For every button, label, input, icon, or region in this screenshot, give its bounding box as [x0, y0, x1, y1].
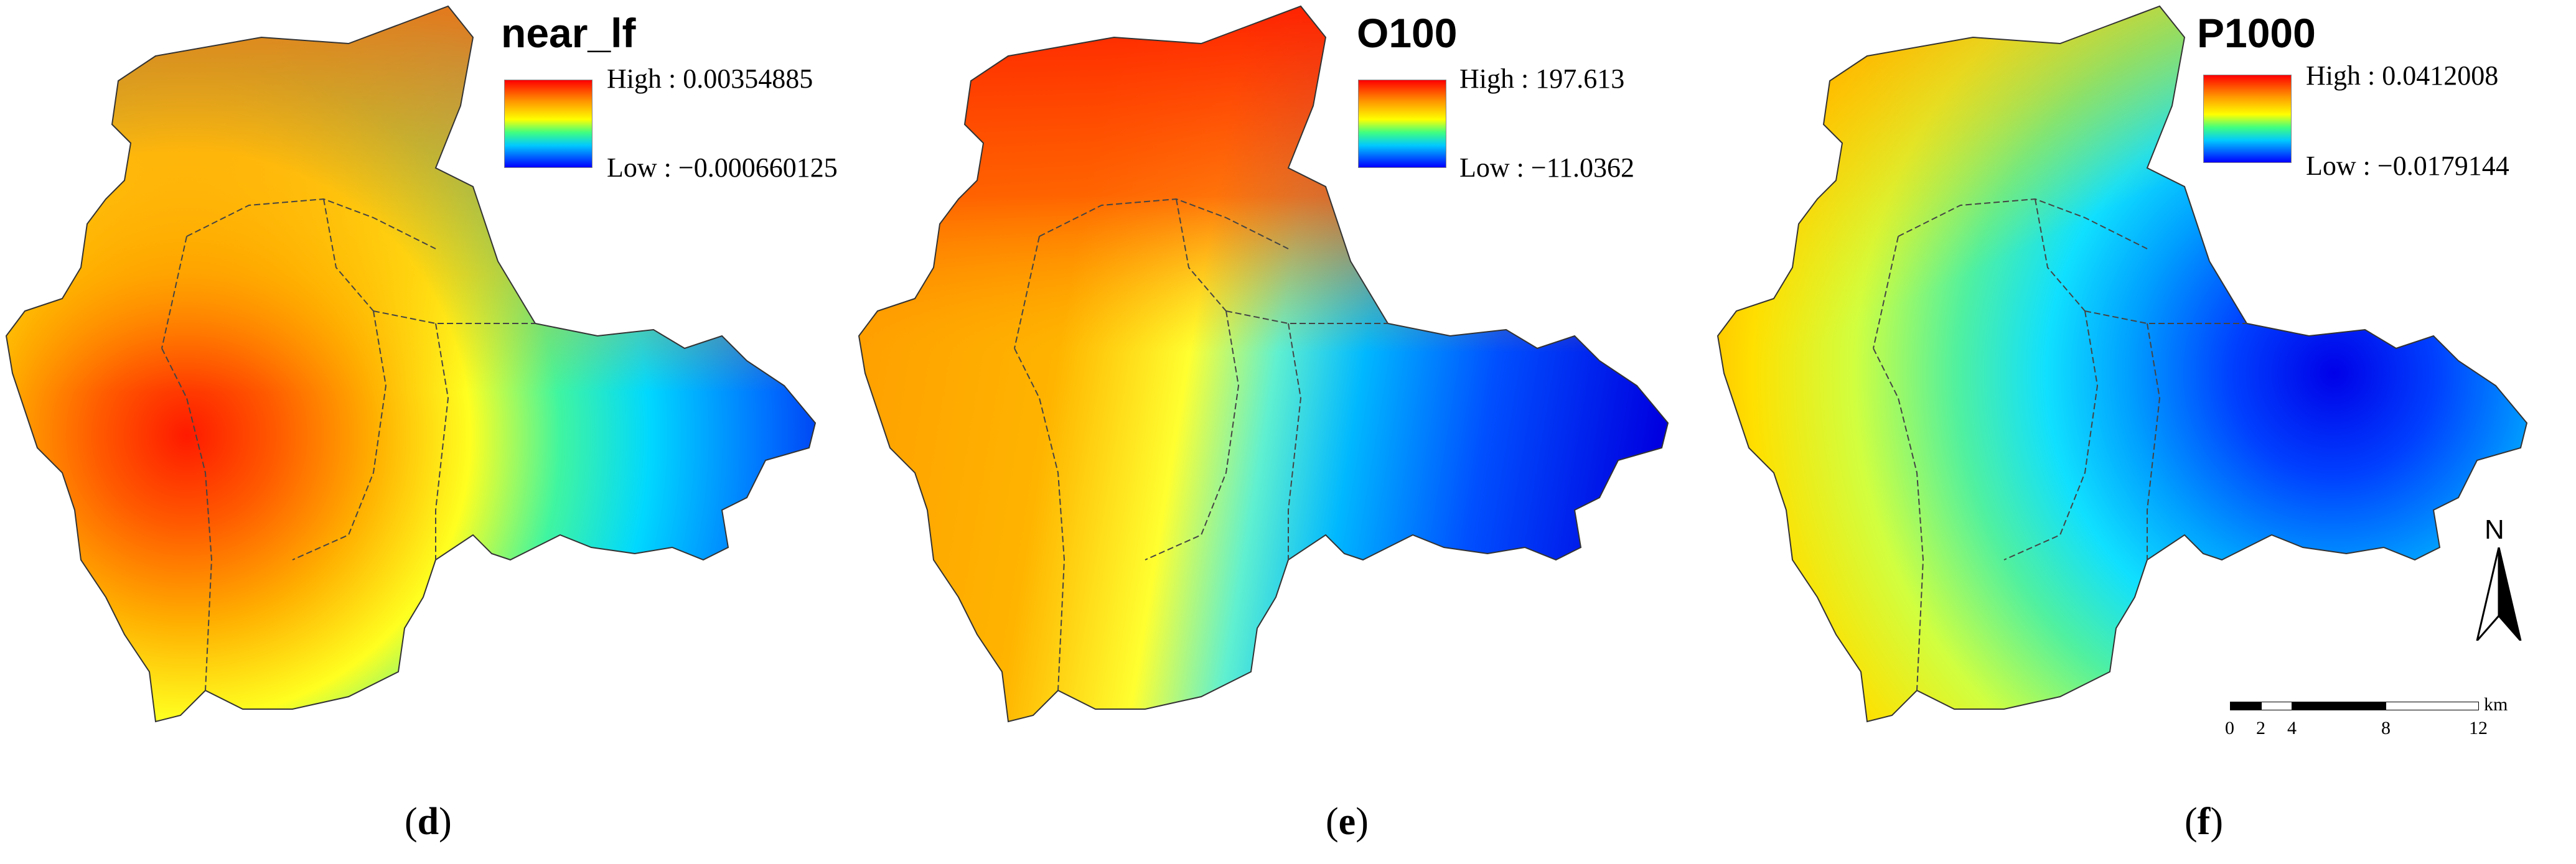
map-panel-d: near_lf High : 0.00354885 Low : −0.00066… — [0, 0, 859, 864]
map-raster-e — [858, 6, 1669, 722]
legend-high-label: High : 0.0412008 — [2306, 60, 2499, 91]
north-arrow-icon — [2476, 547, 2522, 641]
caption-letter: d — [417, 801, 439, 843]
map-title: O100 — [1357, 10, 1458, 56]
legend-color-ramp — [2203, 75, 2292, 163]
legend-low-label: Low : −11.0362 — [1459, 152, 1635, 183]
scale-tick-2: 2 — [2256, 718, 2265, 738]
scale-tick-4: 4 — [2287, 718, 2297, 738]
legend-high-label: High : 197.613 — [1459, 63, 1625, 94]
legend-color-ramp — [504, 80, 592, 168]
scale-tick-0: 0 — [2225, 718, 2234, 738]
panel-caption: (f) — [2185, 801, 2223, 843]
map-raster-f — [1717, 6, 2527, 722]
panel-caption: (d) — [405, 801, 452, 843]
scale-bar-graphic — [2230, 702, 2479, 710]
scale-bar: km 0 2 4 8 12 — [2225, 695, 2508, 745]
legend-low-label: Low : −0.0179144 — [2306, 151, 2509, 181]
legend-low-label: Low : −0.000660125 — [607, 152, 838, 183]
panel-caption: (e) — [1326, 801, 1369, 843]
map-title: P1000 — [2197, 10, 2316, 56]
map-raster-d — [6, 6, 816, 722]
north-arrow: N — [2471, 516, 2527, 641]
legend-color-ramp — [1358, 80, 1446, 168]
scale-unit: km — [2484, 694, 2508, 715]
caption-letter: f — [2197, 801, 2211, 843]
map-title: near_lf — [501, 10, 636, 56]
scale-tick-12: 12 — [2469, 718, 2488, 738]
map-panel-e: O100 High : 197.613 Low : −11.0362 (e) — [853, 0, 1712, 864]
legend-high-label: High : 0.00354885 — [607, 63, 813, 94]
caption-letter: e — [1338, 801, 1356, 843]
map-panel-f: P1000 High : 0.0412008 Low : −0.0179144 … — [1712, 0, 2570, 864]
scale-tick-8: 8 — [2381, 718, 2391, 738]
north-label: N — [2485, 514, 2504, 545]
